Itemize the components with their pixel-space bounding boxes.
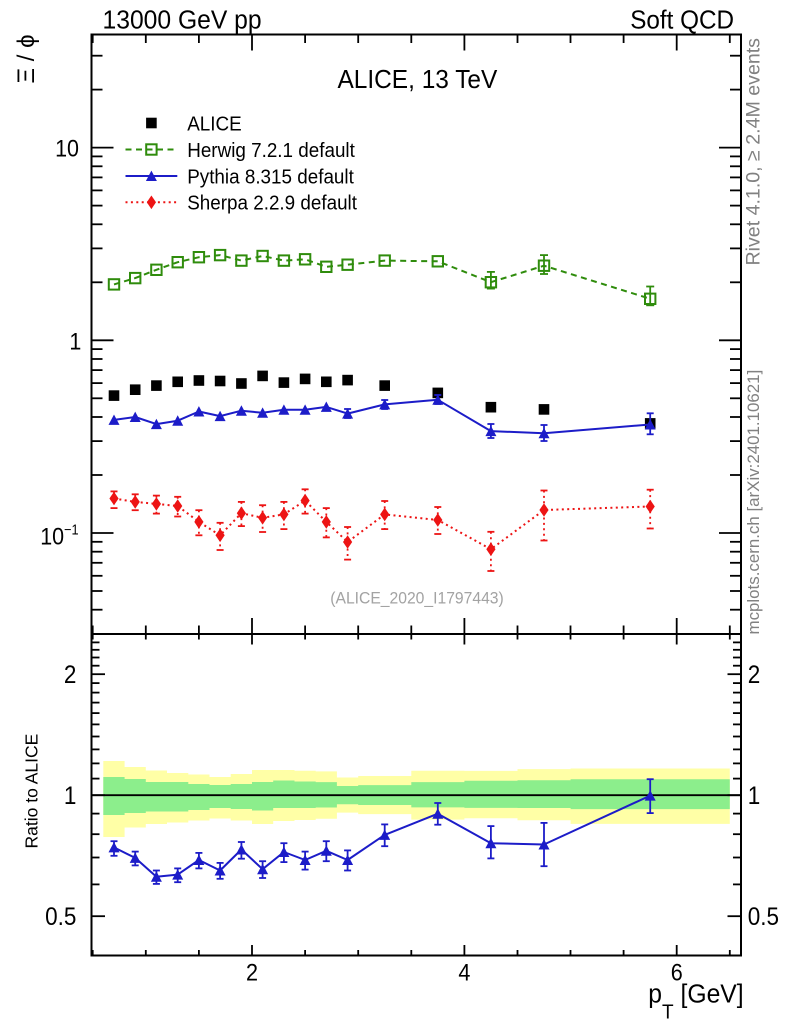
svg-text:6: 6 (671, 958, 683, 985)
svg-text:1: 1 (64, 782, 77, 810)
svg-text:Sherpa 2.2.9 default: Sherpa 2.2.9 default (187, 192, 357, 215)
svg-text:ALICE: ALICE (187, 113, 241, 136)
svg-text:Pythia 8.315 default: Pythia 8.315 default (187, 166, 354, 189)
svg-text:Herwig 7.2.1 default: Herwig 7.2.1 default (187, 139, 355, 162)
svg-text:1: 1 (748, 782, 761, 810)
svg-text:Ξ / ϕ: Ξ / ϕ (13, 34, 40, 83)
svg-text:Ratio to ALICE: Ratio to ALICE (22, 734, 42, 849)
svg-text:2: 2 (64, 661, 77, 689)
svg-text:10: 10 (55, 134, 79, 162)
svg-text:mcplots.cern.ch [arXiv:2401.10: mcplots.cern.ch [arXiv:2401.10621] (744, 370, 763, 635)
svg-text:Rivet 4.1.0, ≥ 2.4M events: Rivet 4.1.0, ≥ 2.4M events (743, 38, 765, 266)
svg-text:1: 1 (69, 327, 81, 355)
svg-text:4: 4 (458, 958, 470, 985)
svg-text:13000 GeV pp: 13000 GeV pp (103, 6, 262, 35)
svg-text:0.5: 0.5 (748, 903, 779, 931)
svg-text:0.5: 0.5 (45, 903, 76, 931)
svg-text:Soft QCD: Soft QCD (630, 6, 734, 35)
svg-text:(ALICE_2020_I1797443): (ALICE_2020_I1797443) (330, 589, 503, 608)
svg-text:ALICE, 13 TeV: ALICE, 13 TeV (337, 65, 497, 94)
svg-text:2: 2 (246, 958, 258, 985)
svg-text:2: 2 (748, 661, 761, 689)
